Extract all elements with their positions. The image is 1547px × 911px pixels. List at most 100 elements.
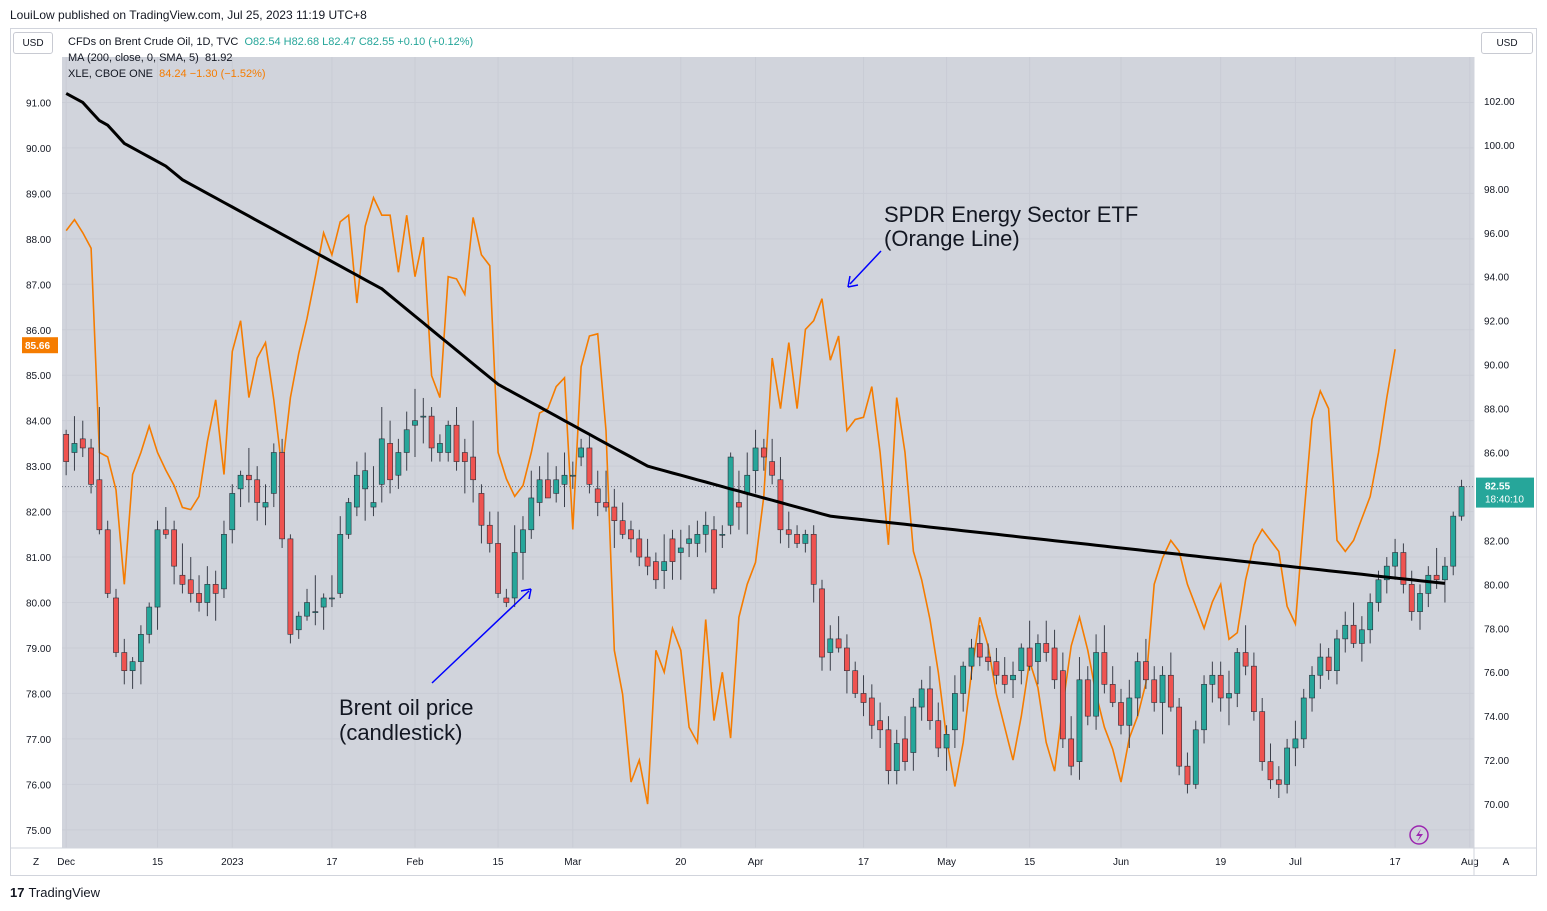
candle-body xyxy=(88,447,94,485)
candle-body xyxy=(769,461,776,476)
candle-body xyxy=(1450,515,1457,567)
lightning-icon[interactable] xyxy=(1409,825,1429,845)
candle-body xyxy=(353,474,360,508)
candle-body xyxy=(403,429,410,453)
annotations: SPDR Energy Sector ETF(Orange Line) Brent… xyxy=(339,202,1138,745)
currency-selector-left[interactable]: USD xyxy=(13,32,53,54)
candle-body xyxy=(345,502,352,535)
legend-ma-label: MA (200, close, 0, SMA, 5) xyxy=(68,52,199,64)
candle-down xyxy=(1350,602,1357,648)
candle-body xyxy=(868,697,875,726)
candle-body xyxy=(478,493,485,526)
candle-body xyxy=(1234,652,1241,694)
current-price-label: 82.55 xyxy=(1485,482,1510,493)
candle-up xyxy=(1192,720,1199,789)
candle-body xyxy=(1159,674,1166,703)
candle-up xyxy=(221,520,227,598)
annotation-brent-title: Brent oil price xyxy=(339,695,474,720)
legend-xle[interactable]: XLE, CBOE ONE 84.24 −1.30 (−1.52%) xyxy=(68,68,266,80)
candle-down xyxy=(1251,652,1257,721)
candle-down xyxy=(486,511,493,553)
xle-series xyxy=(65,195,1396,805)
axis-value-labels: 85.66 82.55 18:40:10 xyxy=(22,337,1534,508)
candle-down xyxy=(628,520,634,553)
candle-body xyxy=(1192,729,1199,785)
candle-body xyxy=(985,656,991,662)
candle-body xyxy=(495,543,501,594)
candle-up xyxy=(727,452,734,535)
candle-up xyxy=(569,461,576,489)
candle-up xyxy=(1226,670,1232,726)
plot-area[interactable] xyxy=(62,57,1474,848)
candle-body xyxy=(1059,670,1066,740)
candle-up xyxy=(395,438,402,489)
candle-up xyxy=(403,411,410,471)
candle-body xyxy=(246,474,252,481)
candle-up xyxy=(578,438,584,467)
candle-body xyxy=(1342,624,1349,640)
xle-line xyxy=(65,195,1396,805)
candle-body xyxy=(819,588,825,658)
brand-name: TradingView xyxy=(28,885,101,900)
time-axis-tick-label: 17 xyxy=(1390,857,1402,868)
candle-up xyxy=(337,516,344,598)
candle-body xyxy=(1051,647,1058,681)
candle-up xyxy=(295,611,302,639)
candle-body xyxy=(611,506,618,521)
candle-up xyxy=(686,525,692,558)
candle-body xyxy=(594,488,601,503)
candle-down xyxy=(619,502,626,539)
legend-main[interactable]: CFDs on Brent Crude Oil, 1D, TVC O82.54 … xyxy=(68,36,473,48)
candle-up xyxy=(1417,584,1423,630)
candle-up xyxy=(370,466,377,517)
lightning-icon-bolt xyxy=(1416,829,1423,842)
candle-down xyxy=(611,488,618,548)
time-axis-tick-label: Dec xyxy=(57,857,75,868)
candle-up xyxy=(1425,566,1432,608)
candle-body xyxy=(162,529,169,535)
candle-body xyxy=(287,538,294,635)
right-axis-tick-label: 94.00 xyxy=(1484,273,1509,284)
candle-down xyxy=(993,647,1000,685)
scale-z-toggle: Z xyxy=(33,857,39,868)
candle-body xyxy=(536,479,543,503)
candle-body xyxy=(810,534,817,585)
candle-down xyxy=(652,552,659,589)
candle-down xyxy=(777,457,784,544)
candle-body xyxy=(844,647,850,672)
xle-axis-label-bg xyxy=(22,337,58,354)
legend-ma[interactable]: MA (200, close, 0, SMA, 5) 81.92 xyxy=(68,52,233,64)
candle-body xyxy=(952,693,958,731)
candle-down xyxy=(711,516,717,594)
left-axis-tick-label: 75.00 xyxy=(26,826,51,837)
annotation-xle-arrow xyxy=(849,250,882,285)
candle-body xyxy=(727,456,734,526)
legend-xle-label: XLE, CBOE ONE xyxy=(68,68,153,80)
candle-up xyxy=(138,625,144,685)
candle-up xyxy=(345,497,352,539)
right-axis-tick-label: 92.00 xyxy=(1484,317,1509,328)
time-axis-tick-label: Aug xyxy=(1461,857,1479,868)
candle-body xyxy=(1392,552,1398,567)
candle-down xyxy=(1267,743,1274,789)
candle-up xyxy=(536,466,543,517)
candle-up xyxy=(270,443,277,508)
candle-up xyxy=(910,697,917,771)
time-axis-tick-label: 2023 xyxy=(221,857,244,868)
candle-down xyxy=(279,438,285,548)
candle-body xyxy=(893,743,900,772)
currency-selector-right[interactable]: USD xyxy=(1481,32,1533,54)
candle-body xyxy=(1292,738,1299,749)
candle-down xyxy=(1242,625,1249,676)
candle-down xyxy=(760,438,767,471)
candle-up xyxy=(329,575,335,608)
candle-body xyxy=(918,688,925,708)
candle-down xyxy=(121,638,128,685)
tradingview-brand[interactable]: 17 TradingView xyxy=(10,885,100,900)
candle-body xyxy=(212,584,219,594)
candle-down xyxy=(794,525,800,548)
candle-body xyxy=(993,661,1000,676)
candle-up xyxy=(1134,652,1141,717)
candle-down xyxy=(736,470,742,530)
